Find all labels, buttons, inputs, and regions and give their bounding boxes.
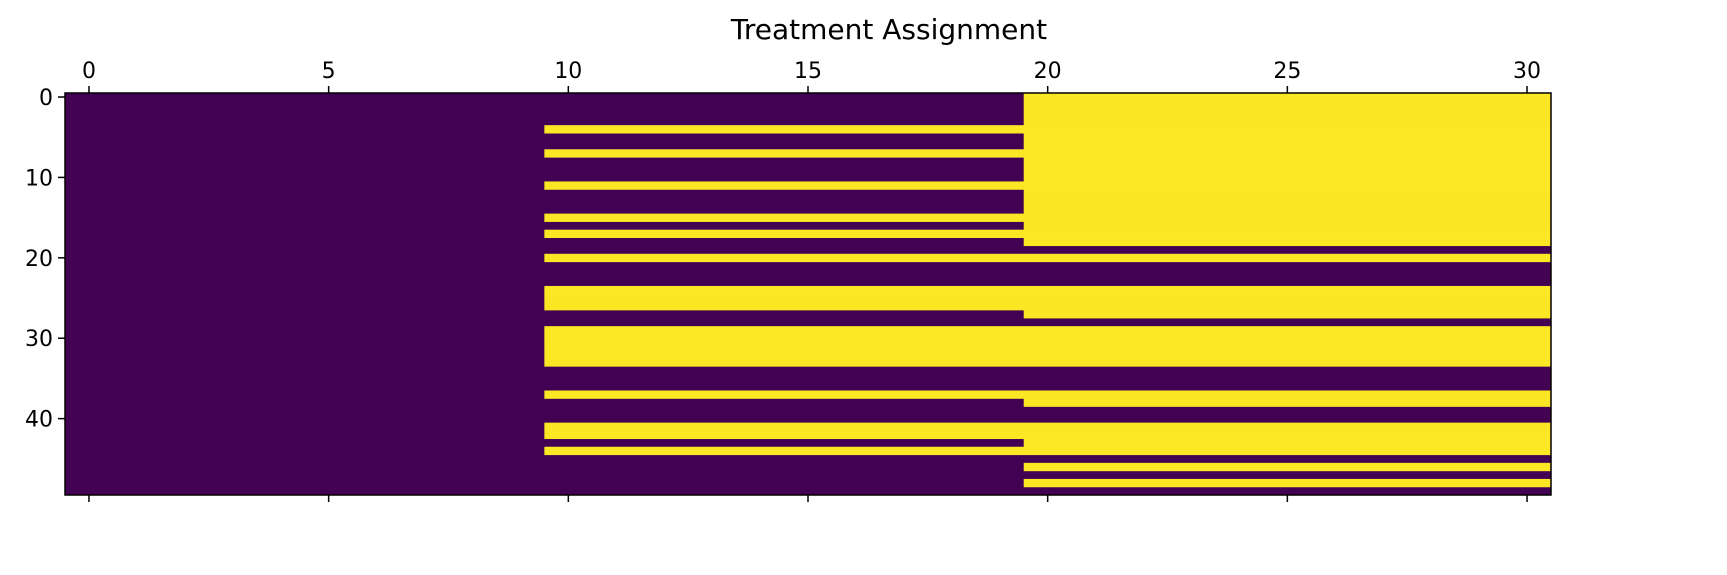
heatmap-cell-row-7 xyxy=(544,149,1551,158)
heatmap-cell-row-12 xyxy=(1023,189,1551,198)
heatmap-cell-row-31 xyxy=(544,342,1551,351)
x-tick-label-20: 20 xyxy=(1034,59,1062,84)
heatmap-cell-row-43 xyxy=(1023,438,1551,448)
heatmap-cell-row-18 xyxy=(1023,237,1551,247)
heatmap-cell-row-2 xyxy=(1023,109,1551,118)
plot-frame xyxy=(64,92,1552,496)
heatmap-cell-row-38 xyxy=(1023,398,1551,407)
heatmap-cell-row-4 xyxy=(544,125,1551,134)
heatmap-cell-row-37 xyxy=(544,390,1551,399)
heatmap-cell-row-32 xyxy=(544,350,1551,359)
x-axis: 0 5 10 15 20 25 30 xyxy=(82,59,1541,502)
x-tick-label-0: 0 xyxy=(82,59,96,84)
y-tick-label-10: 10 xyxy=(25,166,53,191)
heatmap-cell-row-20 xyxy=(544,253,1551,263)
y-tick-label-40: 40 xyxy=(25,408,53,433)
heatmap-cell-row-24 xyxy=(544,285,1551,295)
heatmap-cell-row-3 xyxy=(1023,117,1551,126)
heatmap-cell-row-25 xyxy=(544,294,1551,303)
x-tick-label-25: 25 xyxy=(1273,59,1301,84)
y-axis: 0 10 20 30 40 xyxy=(25,86,65,433)
x-tick-label-30: 30 xyxy=(1513,59,1541,84)
heatmap-cell-row-6 xyxy=(1023,141,1551,150)
heatmap-cell-row-0 xyxy=(1023,93,1551,102)
x-tick-label-5: 5 xyxy=(322,59,336,84)
heatmap-cell-row-46 xyxy=(1023,462,1551,472)
x-tick-label-10: 10 xyxy=(554,59,582,84)
chart-title: Treatment Assignment xyxy=(730,13,1047,46)
heatmap-cell-row-41 xyxy=(544,422,1551,431)
heatmap-cell-row-15 xyxy=(544,213,1551,222)
y-tick-label-30: 30 xyxy=(25,327,53,352)
x-tick-label-15: 15 xyxy=(794,59,822,84)
heatmap-cell-row-44 xyxy=(544,446,1551,456)
heatmap-cell-row-11 xyxy=(544,181,1551,190)
heatmap-cell-row-17 xyxy=(544,229,1551,239)
heatmap-cell-row-29 xyxy=(544,326,1551,335)
heatmap-cell-row-8 xyxy=(1023,157,1551,166)
heatmap-cell-row-26 xyxy=(544,302,1551,311)
heatmap-cell-row-9 xyxy=(1023,165,1551,174)
heatmap-cell-row-27 xyxy=(1023,310,1551,319)
heatmap-cells xyxy=(65,93,1551,495)
heatmap-cell-row-30 xyxy=(544,334,1551,343)
heatmap-cell-row-1 xyxy=(1023,101,1551,110)
heatmap-cell-row-14 xyxy=(1023,205,1551,214)
heatmap-cell-row-16 xyxy=(1023,221,1551,230)
heatmap-cell-row-5 xyxy=(1023,133,1551,142)
y-tick-label-0: 0 xyxy=(39,86,53,111)
y-tick-label-20: 20 xyxy=(25,247,53,272)
heatmap-cell-row-33 xyxy=(544,358,1551,367)
heatmap-cell-row-10 xyxy=(1023,173,1551,182)
heatmap-cell-row-48 xyxy=(1023,478,1551,488)
heatmap-cell-row-13 xyxy=(1023,197,1551,206)
heatmap-cell-row-42 xyxy=(544,430,1551,440)
